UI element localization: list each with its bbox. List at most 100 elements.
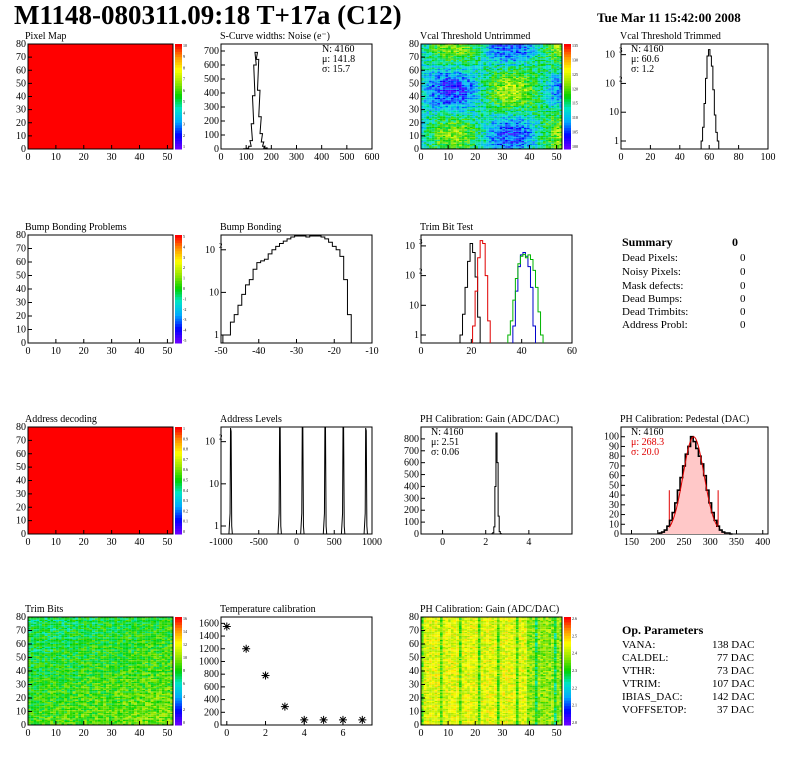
y-tick-label: 10 [605, 50, 615, 61]
heatmap-cells [459, 82, 462, 84]
heatmap-cells [445, 82, 451, 92]
colorbar-segment [175, 504, 182, 508]
colorbar-segment [175, 243, 182, 247]
colorbar-tick-label: 2.5 [572, 633, 577, 638]
colorbar-segment [564, 622, 571, 626]
op-param-label: VTHR: [622, 665, 655, 677]
heatmap-cells [534, 626, 538, 628]
x-tick-label: 150 [624, 537, 639, 548]
heatmap-cells [156, 692, 171, 694]
colorbar-segment [564, 133, 571, 137]
colorbar-tick-label: 2.4 [572, 651, 577, 656]
heatmap-cells [167, 710, 171, 712]
heatmap-cells [510, 145, 514, 147]
heatmap-cells [499, 128, 503, 130]
colorbar-segment [175, 627, 182, 631]
heatmap-cells [499, 88, 508, 98]
heatmap-fill [28, 427, 173, 534]
chart-panel: Bump Bonding -50 -40 -30 -20 -10 1 10 10 2 [205, 222, 379, 357]
heatmap-cells [534, 683, 538, 685]
colorbar-segment [175, 286, 182, 290]
heatmap-cells [30, 626, 157, 721]
chart-title: Address Levels [220, 414, 282, 425]
x-tick-label: 20 [470, 152, 480, 163]
colorbar-segment [175, 483, 182, 487]
colorbar-segment [175, 337, 182, 341]
colorbar-segment [175, 488, 182, 492]
y-tick-label: 800 [404, 434, 419, 445]
heatmap-cells [47, 619, 168, 703]
y-tick-label: 10 [605, 78, 615, 89]
colorbar-segment [175, 517, 182, 522]
colorbar-segment [175, 101, 182, 105]
heatmap-cells [145, 704, 148, 707]
colorbar-segment [175, 491, 182, 495]
heatmap-cells [515, 133, 519, 135]
colorbar-segment [175, 638, 182, 642]
colorbar-segment [564, 104, 571, 108]
x-tick-label: 2 [483, 537, 488, 548]
heatmap-cells [515, 65, 519, 67]
y-tick-label: 50 [409, 78, 419, 89]
heatmap-cells [55, 644, 173, 719]
heatmap-cells [513, 86, 516, 88]
x-tick-label: 300 [703, 537, 718, 548]
colorbar-segment [175, 469, 182, 473]
heatmap-cells [44, 618, 48, 620]
heatmap-cells [456, 59, 460, 62]
heatmap-cells [39, 629, 154, 700]
scatter-point [300, 715, 309, 724]
heatmap-cells [50, 629, 54, 631]
x-tick-label: 10 [51, 537, 61, 548]
heatmap-cells [534, 714, 538, 716]
y-tick-exponent: 2 [619, 75, 623, 83]
heatmap-cells [534, 680, 538, 682]
heatmap-cells [30, 622, 173, 669]
colorbar-tick-label: 14 [183, 629, 187, 634]
colorbar-segment [175, 456, 182, 460]
heatmap-cells [553, 50, 557, 52]
x-tick-label: 400 [755, 537, 770, 548]
colorbar-segment [175, 278, 182, 282]
colorbar-segment [175, 302, 182, 306]
heatmap-cells [534, 623, 538, 626]
colorbar-segment [175, 689, 182, 694]
x-tick-label: 0 [26, 537, 31, 548]
heatmap-cells [423, 618, 552, 709]
heatmap-cells [423, 629, 549, 725]
y-tick-label: 200 [204, 707, 219, 718]
heatmap-cells [467, 79, 473, 87]
colorbar-segment [564, 630, 571, 634]
heatmap-cells [64, 617, 160, 642]
heatmap-cells [459, 83, 465, 93]
heatmap-cells [553, 699, 557, 701]
heatmap-cells [515, 625, 563, 724]
op-param-value: 142 DAC [712, 691, 755, 703]
colorbar-segment [564, 93, 571, 97]
colorbar-segment [175, 714, 182, 718]
plot-frame [420, 234, 573, 344]
x-tick-label: 40 [517, 346, 527, 357]
y-tick-label: 30 [16, 489, 26, 500]
heatmap-cells [534, 645, 538, 647]
heatmap-cells [534, 637, 538, 639]
heatmap-cells [556, 133, 560, 135]
scatter-point [319, 715, 328, 724]
heatmap-cells [496, 627, 500, 630]
colorbar-segment [564, 638, 571, 642]
heatmap-fill [28, 44, 173, 149]
colorbar-segment [175, 91, 182, 95]
colorbar-segment [564, 654, 571, 658]
chart-title: PH Calibration: Gain (ADC/DAC) [420, 414, 559, 425]
colorbar-tick-label: 135 [572, 43, 578, 48]
heatmap-cells [553, 689, 557, 692]
colorbar-tick-label: 0.1 [183, 519, 188, 524]
colorbar-segment [175, 630, 182, 634]
x-tick-label: 200 [264, 152, 279, 163]
heatmap-cells [145, 696, 165, 709]
x-tick-label: -10 [365, 346, 378, 357]
heatmap-cells [510, 46, 514, 48]
colorbar-segment [564, 51, 571, 55]
y-tick-label: 40 [16, 476, 26, 487]
